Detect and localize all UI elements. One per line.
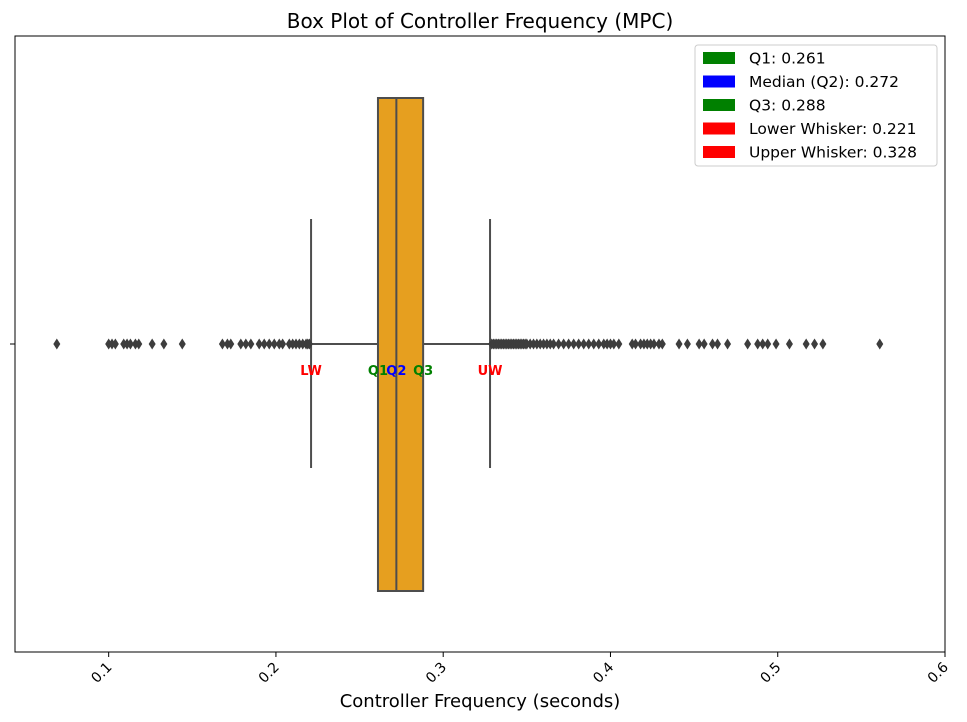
outlier-point <box>148 338 156 350</box>
outlier-point <box>565 338 573 350</box>
outlier-point <box>550 338 558 350</box>
x-tick-label: 0.5 <box>758 660 785 687</box>
legend-swatch <box>703 146 735 158</box>
x-tick-label: 0.4 <box>590 659 617 686</box>
outlier-point <box>632 338 640 350</box>
outlier-point <box>615 338 623 350</box>
outlier-point <box>595 338 603 350</box>
x-tick-label: 0.1 <box>88 660 115 687</box>
outlier-point <box>709 338 716 350</box>
outlier-point <box>279 338 287 350</box>
outlier-point <box>772 338 780 350</box>
marker-label-q2: Q2 <box>386 364 406 379</box>
legend-swatch <box>703 52 735 64</box>
axes: 0.1 0.2 0.3 0.4 0.5 0.6 <box>10 343 952 687</box>
x-tick-label: 0.2 <box>256 660 283 687</box>
marker-label-q1: Q1 <box>368 364 388 379</box>
outlier-point <box>695 338 703 350</box>
marker-label-uw: UW <box>478 364 503 379</box>
outlier-point <box>764 338 772 350</box>
outlier-point <box>876 338 884 350</box>
legend: Q1: 0.261 Median (Q2): 0.272 Q3: 0.288 Lowe… <box>694 44 938 167</box>
outlier-point <box>683 338 691 350</box>
outlier-point <box>785 338 793 350</box>
outlier-point <box>570 338 578 350</box>
outlier-point <box>111 338 119 350</box>
outlier-point <box>305 338 313 350</box>
legend-item-label: Q3: 0.288 <box>749 97 826 115</box>
legend-item-label: Q1: 0.261 <box>749 50 826 68</box>
outlier-point <box>754 338 762 350</box>
outlier-point <box>759 338 767 350</box>
x-tick-label: 0.3 <box>423 660 450 687</box>
x-axis-label: Controller Frequency (seconds) <box>340 691 621 712</box>
legend-swatch <box>703 99 735 111</box>
legend-item-label: Median (Q2): 0.272 <box>749 73 899 91</box>
outlier-point <box>237 338 245 350</box>
x-tick-label: 0.6 <box>925 659 952 686</box>
marker-label-q3: Q3 <box>413 364 433 379</box>
outlier-point <box>178 338 186 350</box>
outlier-point <box>160 338 168 350</box>
outlier-point <box>270 338 278 350</box>
outlier-point <box>610 338 618 350</box>
outlier-point <box>53 338 61 350</box>
outlier-point <box>675 338 683 350</box>
outlier-point <box>560 338 568 350</box>
outlier-point <box>242 338 250 350</box>
outlier-point <box>585 338 593 350</box>
legend-item-label: Upper Whisker: 0.328 <box>749 144 917 162</box>
outlier-point <box>135 338 143 350</box>
outlier-point <box>227 338 235 350</box>
outlier-point <box>658 338 666 350</box>
legend-swatch <box>703 75 735 88</box>
outlier-point <box>650 338 658 350</box>
outlier-point <box>260 338 268 350</box>
legend-box <box>694 44 938 167</box>
chart-title: Box Plot of Controller Frequency (MPC) <box>287 9 674 33</box>
outlier-point <box>265 338 273 350</box>
outlier-point <box>126 338 134 350</box>
outlier-point <box>811 338 819 350</box>
outlier-point <box>555 338 563 350</box>
iqr-box <box>376 97 425 592</box>
outlier-point <box>247 338 255 350</box>
legend-item-label: Lower Whisker: 0.221 <box>749 120 916 138</box>
outlier-point <box>580 338 588 350</box>
outlier-point <box>575 338 583 350</box>
outlier-point <box>714 338 722 350</box>
marker-label-lw: LW <box>300 364 322 379</box>
outlier-point <box>700 338 708 350</box>
legend-swatch <box>703 122 735 135</box>
outlier-point <box>802 338 810 350</box>
outlier-point <box>255 338 263 350</box>
outlier-point <box>590 338 598 350</box>
outlier-point <box>819 338 827 350</box>
outlier-point <box>724 338 732 350</box>
outlier-point <box>744 338 752 350</box>
outlier-point <box>218 338 226 350</box>
